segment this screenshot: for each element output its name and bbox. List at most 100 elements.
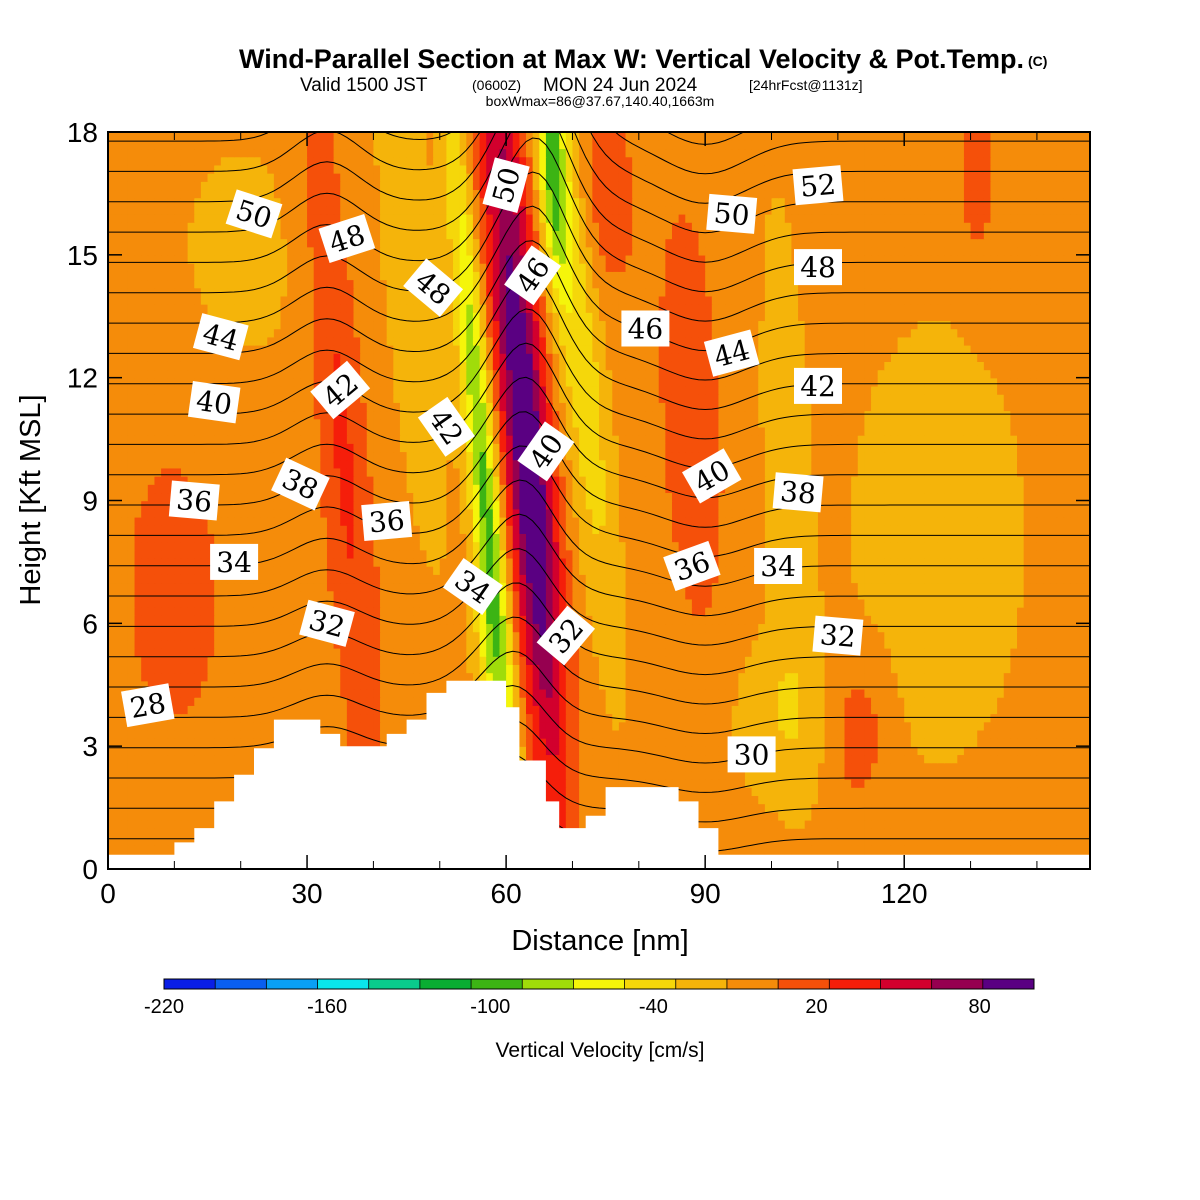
- velocity-cell: [161, 664, 169, 674]
- velocity-cell: [691, 590, 700, 600]
- velocity-cell: [977, 729, 985, 739]
- velocity-cell: [784, 697, 793, 706]
- velocity-cell: [685, 697, 693, 706]
- velocity-cell: [864, 770, 872, 780]
- velocity-cell: [360, 680, 368, 690]
- velocity-cell: [970, 770, 978, 780]
- velocity-cell: [1023, 770, 1031, 780]
- velocity-cell: [917, 778, 925, 788]
- velocity-cell: [784, 844, 793, 854]
- velocity-cell: [817, 770, 826, 780]
- velocity-cell: [831, 811, 839, 821]
- velocity-cell: [764, 803, 773, 813]
- velocity-cell: [1023, 631, 1031, 641]
- velocity-cell: [519, 606, 527, 616]
- velocity-cell: [970, 754, 978, 764]
- velocity-cell: [625, 746, 633, 756]
- velocity-cell: [167, 828, 176, 837]
- velocity-cell: [174, 746, 182, 756]
- velocity-cell: [207, 819, 215, 829]
- velocity-cell: [817, 778, 826, 788]
- velocity-cell: [844, 598, 852, 608]
- velocity-cell: [154, 664, 162, 674]
- velocity-cell: [844, 672, 852, 682]
- velocity-cell: [751, 639, 759, 649]
- velocity-cell: [857, 737, 866, 747]
- velocity-cell: [950, 680, 958, 690]
- velocity-cell: [253, 713, 262, 723]
- velocity-cell: [963, 606, 972, 616]
- velocity-cell: [811, 688, 819, 698]
- velocity-cell: [419, 656, 428, 665]
- velocity-cell: [599, 729, 607, 739]
- velocity-cell: [944, 656, 952, 665]
- velocity-cell: [599, 590, 607, 600]
- velocity-cell: [506, 623, 514, 633]
- velocity-cell: [1076, 647, 1085, 657]
- velocity-cell: [134, 754, 142, 764]
- velocity-cell: [917, 598, 925, 608]
- velocity-cell: [1036, 754, 1045, 764]
- velocity-cell: [240, 606, 249, 616]
- velocity-cell: [386, 606, 395, 616]
- velocity-cell: [108, 647, 116, 657]
- velocity-cell: [937, 844, 945, 854]
- velocity-cell: [592, 795, 600, 805]
- velocity-cell: [871, 819, 879, 829]
- velocity-cell: [519, 688, 527, 698]
- velocity-cell: [738, 631, 746, 641]
- velocity-cell: [260, 737, 268, 747]
- velocity-cell: [817, 819, 826, 829]
- velocity-cell: [147, 606, 156, 616]
- velocity-cell: [253, 606, 262, 616]
- velocity-cell: [824, 762, 832, 772]
- velocity-cell: [174, 623, 182, 633]
- velocity-cell: [658, 656, 667, 665]
- velocity-cell: [731, 713, 740, 723]
- velocity-cell: [977, 754, 985, 764]
- velocity-cell: [1083, 762, 1090, 772]
- velocity-cell: [718, 844, 726, 854]
- velocity-cell: [1023, 828, 1031, 837]
- velocity-cell: [1063, 697, 1071, 706]
- velocity-cell: [798, 705, 806, 715]
- velocity-cell: [353, 590, 361, 600]
- velocity-cell: [731, 688, 740, 698]
- velocity-cell: [180, 639, 189, 649]
- velocity-cell: [220, 754, 229, 764]
- velocity-cell: [320, 705, 328, 715]
- velocity-cell: [519, 598, 527, 608]
- velocity-cell: [890, 754, 899, 764]
- velocity-cell: [824, 664, 832, 674]
- velocity-cell: [227, 770, 235, 780]
- velocity-cell: [884, 828, 892, 837]
- velocity-cell: [366, 615, 375, 625]
- velocity-cell: [479, 656, 487, 665]
- velocity-cell: [758, 721, 766, 731]
- velocity-cell: [837, 721, 846, 731]
- velocity-cell: [983, 615, 992, 625]
- velocity-cell: [784, 737, 793, 747]
- velocity-cell: [366, 713, 375, 723]
- velocity-cell: [127, 762, 136, 772]
- velocity-cell: [141, 631, 149, 641]
- velocity-cell: [658, 598, 667, 608]
- velocity-cell: [691, 746, 700, 756]
- velocity-cell: [698, 664, 706, 674]
- velocity-cell: [446, 672, 454, 682]
- velocity-cell: [1056, 754, 1065, 764]
- velocity-cell: [267, 688, 275, 698]
- velocity-cell: [791, 754, 799, 764]
- velocity-cell: [273, 623, 282, 633]
- velocity-cell: [572, 598, 580, 608]
- velocity-cell: [360, 729, 368, 739]
- velocity-cell: [1017, 729, 1025, 739]
- velocity-cell: [897, 672, 905, 682]
- velocity-cell: [565, 680, 574, 690]
- velocity-cell: [141, 590, 149, 600]
- velocity-cell: [957, 688, 965, 698]
- velocity-cell: [990, 770, 998, 780]
- velocity-cell: [997, 762, 1005, 772]
- velocity-cell: [293, 680, 302, 690]
- velocity-cell: [187, 639, 195, 649]
